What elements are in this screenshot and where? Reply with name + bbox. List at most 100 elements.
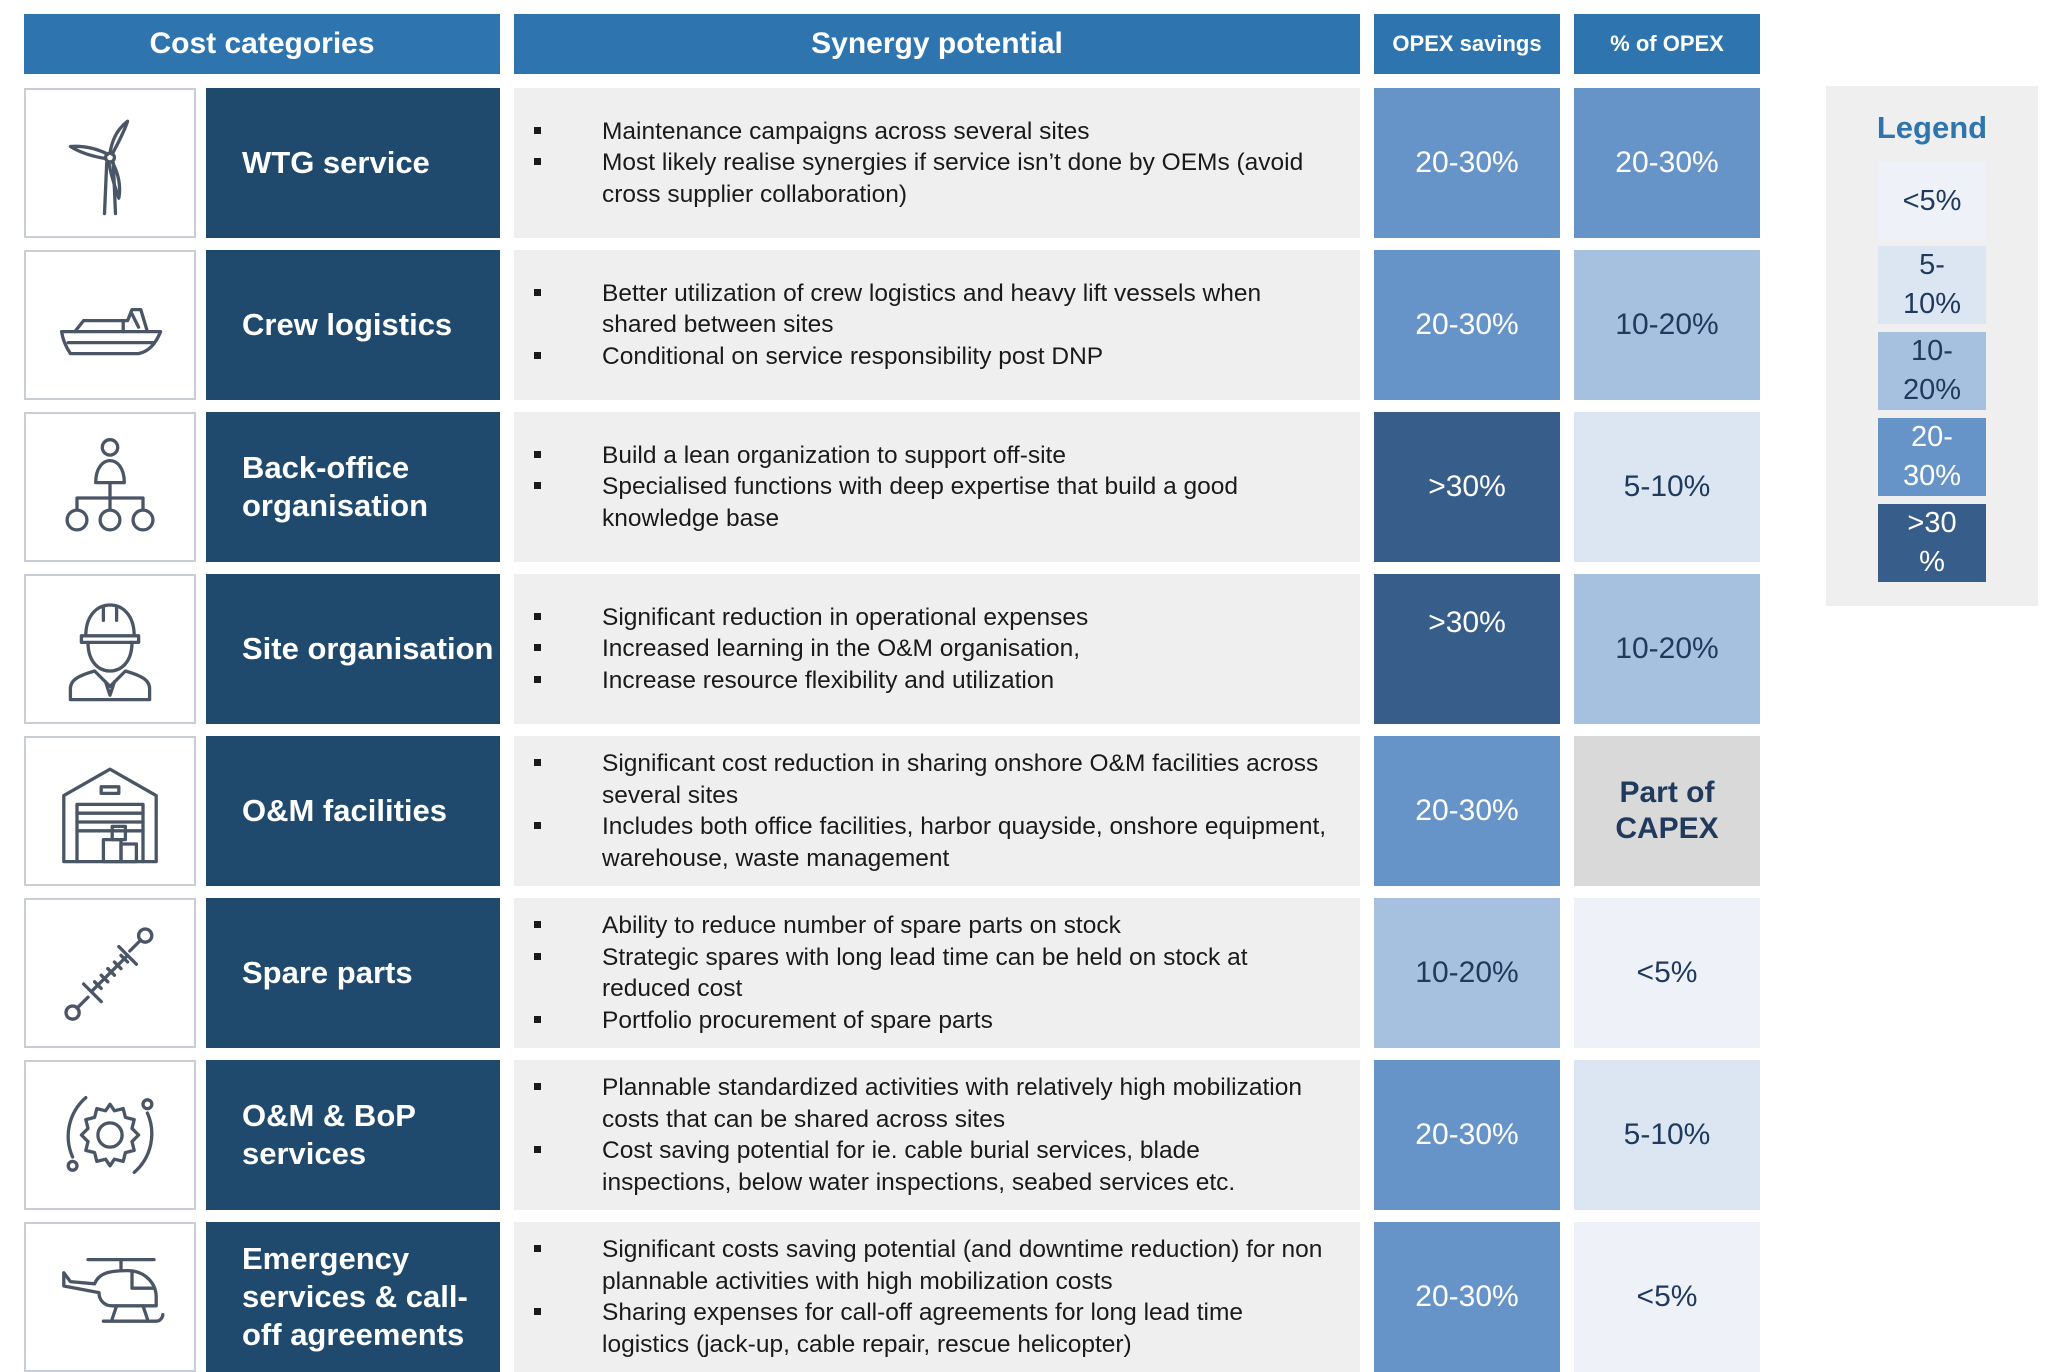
category-label: Back-office organisation (242, 450, 429, 523)
synergy-bullet: Portfolio procurement of spare parts (514, 1005, 1330, 1037)
opex-savings-cell-value: 20-30% (1415, 308, 1519, 341)
org-chart-icon (65, 438, 155, 532)
table-row: Site organisation Significant reduction i… (0, 574, 1780, 724)
header-cost-categories: Cost categories (24, 14, 500, 74)
legend-swatch: 20- 30% (1878, 418, 1986, 496)
synergy-cell: Ability to reduce number of spare parts … (514, 898, 1360, 1048)
legend-label: 5- 10% (1902, 249, 1962, 320)
header-synergy-potential: Synergy potential (514, 14, 1360, 74)
pct-of-opex-cell: 5-10% (1574, 1060, 1760, 1210)
category-label: Emergency services & call-off agreements (242, 1241, 468, 1352)
synergy-bullet-list: Significant costs saving potential (and … (514, 1234, 1360, 1360)
synergy-bullet: Significant cost reduction in sharing on… (514, 748, 1330, 811)
opex-savings-cell: 10-20% (1374, 898, 1560, 1048)
pct-of-opex-cell-value: <5% (1636, 1280, 1698, 1313)
category-cell: O&M & BoP services (206, 1060, 500, 1210)
synergy-cell: Significant costs saving potential (and … (514, 1222, 1360, 1372)
wind-turbine-icon (68, 119, 130, 216)
category-label: O&M & BoP services (242, 1098, 416, 1171)
pct-of-opex-cell: 10-20% (1574, 250, 1760, 400)
table-row: WTG service Maintenance campaigns across … (0, 88, 1780, 238)
synergy-bullet-list: Plannable standardized activities with r… (514, 1072, 1360, 1198)
synergy-cell: Better utilization of crew logistics and… (514, 250, 1360, 400)
category-label: Site organisation (242, 631, 494, 666)
pct-of-opex-cell-value: Part of CAPEX (1615, 776, 1719, 845)
synergy-bullet: Increase resource flexibility and utiliz… (514, 665, 1088, 697)
synergy-bullet-list: Build a lean organization to support off… (514, 440, 1360, 535)
opex-savings-cell: 20-30% (1374, 250, 1560, 400)
category-label: Spare parts (242, 955, 413, 990)
gear-cycle-icon (66, 1095, 154, 1175)
synergy-bullet: Build a lean organization to support off… (514, 440, 1330, 472)
synergy-cell: Plannable standardized activities with r… (514, 1060, 1360, 1210)
category-icon-box (24, 88, 196, 238)
opex-savings-cell-value: >30% (1428, 606, 1506, 639)
category-cell: Spare parts (206, 898, 500, 1048)
pct-of-opex-cell-value: 5-10% (1623, 1118, 1711, 1151)
legend-swatch: <5% (1878, 162, 1986, 240)
category-cell: WTG service (206, 88, 500, 238)
opex-savings-cell-value: >30% (1428, 470, 1506, 503)
header-pct-of-opex-label: % of OPEX (1610, 31, 1724, 56)
legend-swatch: 5- 10% (1878, 246, 1986, 324)
opex-savings-cell-value: 20-30% (1415, 1118, 1519, 1151)
pct-of-opex-cell-value: 10-20% (1615, 308, 1719, 341)
header-cost-categories-label: Cost categories (149, 27, 375, 60)
opex-savings-cell-value: 20-30% (1415, 146, 1519, 179)
table-row: Spare parts Ability to reduce number of s… (0, 898, 1780, 1048)
header-pct-of-opex: % of OPEX (1574, 14, 1760, 74)
synergy-bullet-list: Better utilization of crew logistics and… (514, 278, 1360, 373)
synergy-bullet: Most likely realise synergies if service… (514, 147, 1330, 210)
category-cell: Emergency services & call-off agreements (206, 1222, 500, 1372)
pct-of-opex-cell: Part of CAPEX (1574, 736, 1760, 886)
category-icon-box (24, 250, 196, 400)
opex-savings-cell: >30% (1374, 412, 1560, 562)
opex-savings-cell: 20-30% (1374, 88, 1560, 238)
category-cell: Crew logistics (206, 250, 500, 400)
synergy-bullet: Significant reduction in operational exp… (514, 602, 1088, 634)
legend-label: 20- 30% (1902, 421, 1962, 492)
opex-savings-cell-value: 20-30% (1415, 794, 1519, 827)
worker-helmet-icon (68, 603, 152, 702)
synergy-bullet: Strategic spares with long lead time can… (514, 942, 1330, 1005)
shock-absorber-icon (64, 927, 154, 1021)
category-icon-box (24, 412, 196, 562)
legend-label: >30 % (1907, 507, 1957, 578)
helicopter-icon (62, 1257, 165, 1323)
pct-of-opex-cell: 10-20% (1574, 574, 1760, 724)
boat-icon (59, 307, 163, 356)
header-opex-savings: OPEX savings (1374, 14, 1560, 74)
legend-swatch: 10- 20% (1878, 332, 1986, 410)
synergy-bullet: Increased learning in the O&M organisati… (514, 633, 1088, 665)
header-synergy-potential-label: Synergy potential (811, 27, 1063, 60)
synergy-bullet: Better utilization of crew logistics and… (514, 278, 1330, 341)
synergy-cell: Significant cost reduction in sharing on… (514, 736, 1360, 886)
category-label: O&M facilities (242, 793, 447, 828)
pct-of-opex-cell: <5% (1574, 1222, 1760, 1372)
opex-savings-cell: >30% (1374, 574, 1560, 724)
synergy-bullet-list: Significant reduction in operational exp… (514, 602, 1118, 697)
synergy-bullet: Conditional on service responsibility po… (514, 341, 1330, 373)
synergy-bullet: Ability to reduce number of spare parts … (514, 910, 1330, 942)
synergy-bullet-list: Ability to reduce number of spare parts … (514, 910, 1360, 1036)
synergy-bullet: Sharing expenses for call-off agreements… (514, 1297, 1330, 1360)
synergy-bullet: Maintenance campaigns across several sit… (514, 116, 1330, 148)
legend: Legend <5% 5- 10% 10- 20% 20- 30% >30 % (1826, 86, 2038, 606)
pct-of-opex-cell-value: 20-30% (1615, 146, 1719, 179)
category-icon-box (24, 1060, 196, 1210)
opex-savings-cell-value: 20-30% (1415, 1280, 1519, 1313)
opex-savings-cell-value: 10-20% (1415, 956, 1519, 989)
category-icon-box (24, 898, 196, 1048)
legend-title: Legend (1876, 110, 1988, 145)
category-icon-box (24, 736, 196, 886)
table-row: Back-office organisation Build a lean org… (0, 412, 1780, 562)
category-icon-box (24, 574, 196, 724)
legend-label: <5% (1902, 184, 1962, 217)
pct-of-opex-cell-value: <5% (1636, 956, 1698, 989)
synergy-bullet: Significant costs saving potential (and … (514, 1234, 1330, 1297)
synergy-cell: Maintenance campaigns across several sit… (514, 88, 1360, 238)
header-opex-savings-label: OPEX savings (1392, 31, 1542, 56)
category-cell: O&M facilities (206, 736, 500, 886)
table-row: O&M facilities Significant cost reduction… (0, 736, 1780, 886)
synergy-cell: Significant reduction in operational exp… (514, 574, 1360, 724)
